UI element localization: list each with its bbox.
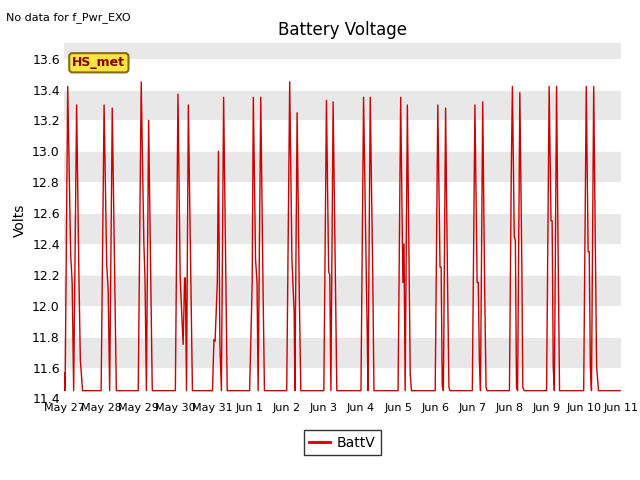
Bar (64, 90, 621, 120)
Legend: BattV: BattV (303, 430, 381, 456)
Bar (64, 244, 621, 275)
Y-axis label: Volts: Volts (13, 204, 26, 238)
Bar (64, 275, 621, 306)
Text: HS_met: HS_met (72, 56, 125, 69)
Bar (64, 336, 621, 368)
Bar (64, 182, 621, 213)
Bar (64, 306, 621, 336)
Bar (64, 213, 621, 244)
Bar (64, 59, 621, 90)
Bar (64, 151, 621, 182)
Bar (64, 368, 621, 398)
Title: Battery Voltage: Battery Voltage (278, 21, 407, 39)
Bar (64, 120, 621, 151)
Text: No data for f_Pwr_EXO: No data for f_Pwr_EXO (6, 12, 131, 23)
